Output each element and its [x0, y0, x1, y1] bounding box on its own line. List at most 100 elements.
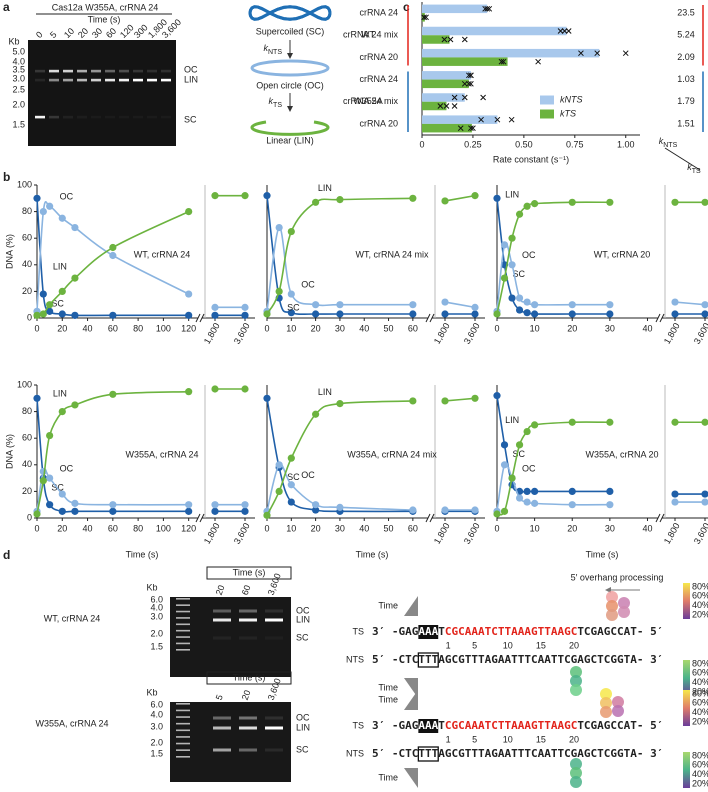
strand-label: TS — [352, 626, 364, 636]
lane-label: 60 — [104, 26, 118, 40]
colorbar-label: 60% — [692, 760, 708, 770]
axis-break — [429, 313, 435, 323]
replicate-mark — [437, 103, 444, 109]
lane-label: 20 — [214, 584, 227, 597]
bar — [422, 35, 450, 44]
data-point — [241, 311, 249, 319]
gel-band — [239, 716, 257, 720]
category-label: crRNA 24 mix — [343, 30, 399, 40]
category-label: crRNA 24 — [359, 74, 398, 84]
seq-part: T — [438, 719, 445, 732]
x-tick-label: 0 — [494, 523, 499, 533]
data-point — [46, 307, 54, 315]
strand-label: NTS — [346, 654, 364, 664]
replicate-mark — [561, 28, 568, 34]
data-point — [46, 202, 54, 210]
rate-symbol: k — [269, 96, 274, 106]
category-label: crRNA 24 mix — [343, 96, 399, 106]
replicate-mark — [470, 125, 476, 132]
axis-break — [655, 313, 661, 323]
data-point — [46, 474, 54, 482]
data-point — [109, 501, 117, 509]
series-label: OC — [522, 463, 536, 473]
gel-band — [239, 618, 257, 622]
data-point — [312, 310, 320, 318]
lane-label: 30 — [90, 26, 104, 40]
data-point — [39, 310, 47, 318]
data-point — [523, 202, 531, 210]
data-point — [409, 506, 417, 514]
colorbar-label: 60% — [692, 698, 708, 708]
fit-line — [496, 421, 610, 516]
bar — [422, 123, 472, 133]
ladder-band — [176, 629, 190, 632]
data-point — [493, 510, 501, 518]
axis-break — [195, 513, 201, 523]
x-axis-label: Time (s) — [586, 549, 619, 559]
x-tick-label: 1,800 — [662, 521, 682, 546]
rate-subscript: TS — [692, 168, 701, 175]
data-point — [275, 461, 283, 469]
position-label: 1 — [446, 640, 451, 650]
gel-band — [265, 618, 283, 622]
data-point — [275, 223, 283, 232]
heat-dot — [570, 675, 582, 687]
gel-band — [265, 716, 283, 720]
x-tick-label: 100 — [156, 523, 171, 533]
heat-dot — [570, 666, 582, 678]
band-label: OC — [184, 64, 198, 74]
lane-label: 5 — [214, 693, 225, 701]
band-label: SC — [296, 744, 309, 754]
data-point — [471, 310, 479, 318]
x-tick-label: 3,600 — [462, 521, 482, 546]
x-tick-label: 10 — [530, 523, 540, 533]
time-label: Time (s) — [233, 567, 266, 577]
size-label: 1.5 — [12, 119, 25, 129]
lane-label: 60 — [240, 584, 253, 597]
data-point — [211, 311, 219, 319]
ladder-band — [176, 598, 190, 600]
data-point — [46, 431, 54, 440]
data-point — [263, 310, 271, 318]
data-point — [312, 198, 320, 206]
x-tick-label: 3,600 — [692, 521, 708, 546]
data-point — [39, 467, 47, 476]
scheme-label: Linear (LIN) — [266, 135, 314, 145]
replicate-mark — [468, 72, 474, 79]
category-label: crRNA 20 — [359, 52, 398, 62]
group-label: W355A — [353, 96, 383, 106]
x-tick-label: 10 — [286, 523, 296, 533]
seq-part: AGCGTTTAGAATTTCAATTCGAGCTCGGTA- 3′ — [438, 747, 663, 760]
data-point — [500, 274, 509, 282]
gel-band — [119, 69, 129, 73]
replicate-mark — [478, 116, 484, 123]
gel-band — [147, 78, 157, 82]
gel-image — [170, 702, 291, 782]
x-tick-label: 40 — [83, 523, 93, 533]
x-tick-label: 3,600 — [462, 321, 482, 346]
x-tick-label: 120 — [181, 323, 196, 333]
seq-part: TTT — [418, 653, 438, 666]
data-point — [185, 311, 193, 319]
linear-dna — [250, 120, 330, 136]
fit-line — [674, 301, 706, 306]
data-point — [241, 501, 249, 509]
data-point — [263, 192, 271, 200]
series-label: SC — [513, 449, 526, 459]
replicate-mark — [461, 94, 468, 101]
data-point — [531, 310, 539, 318]
rate-label: kNTS — [659, 136, 678, 148]
gel-band — [213, 618, 231, 622]
open-circle — [250, 59, 330, 77]
rate-subscript: TS — [273, 102, 282, 109]
data-point — [671, 498, 679, 506]
x-tick-label: 1,800 — [432, 321, 452, 346]
x-tick-label: 50 — [384, 323, 394, 333]
time-box — [206, 671, 292, 685]
gel-band — [105, 69, 115, 73]
ratio-value: 1.79 — [677, 96, 695, 106]
heat-dot — [612, 705, 624, 717]
supercoil — [248, 5, 332, 21]
bar — [422, 71, 471, 80]
x-tick-label: 60 — [408, 523, 418, 533]
